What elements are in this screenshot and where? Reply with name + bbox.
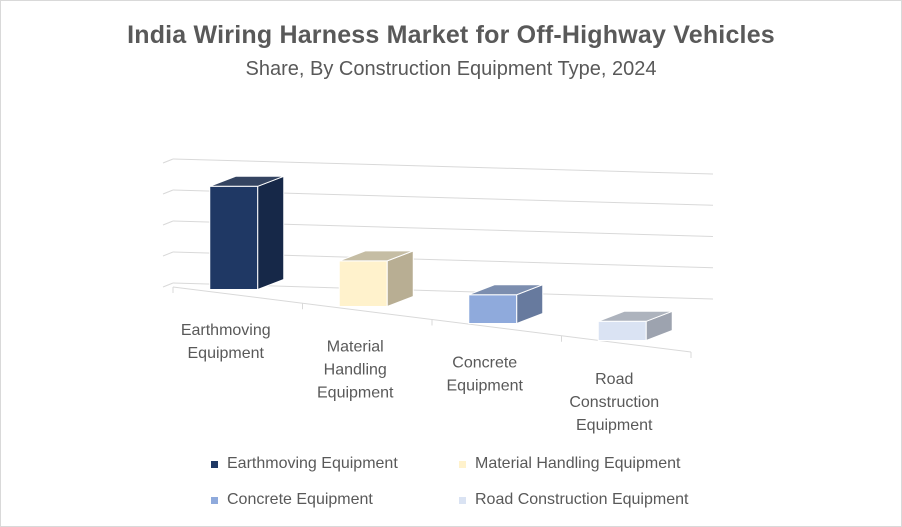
legend-item: Road Construction Equipment bbox=[459, 491, 688, 509]
legend-item: Material Handling Equipment bbox=[459, 455, 680, 473]
bar-front bbox=[209, 185, 259, 290]
chart-subtitle: Share, By Construction Equipment Type, 2… bbox=[245, 58, 657, 80]
legend-swatch bbox=[459, 460, 466, 468]
legend-label: Concrete Equipment bbox=[227, 491, 373, 508]
bar-side bbox=[257, 175, 285, 291]
bar-front bbox=[468, 294, 518, 324]
bar-top bbox=[598, 310, 673, 322]
legend-swatch bbox=[211, 496, 218, 504]
x-tick-label: Equipment bbox=[576, 417, 653, 434]
chart-title: India Wiring Harness Market for Off-High… bbox=[127, 21, 775, 49]
gridline-side bbox=[162, 158, 174, 164]
x-tick-label: Concrete bbox=[452, 355, 517, 372]
legend-label: Material Handling Equipment bbox=[475, 455, 681, 472]
gridline-side bbox=[162, 220, 174, 226]
x-tick-label: Earthmoving bbox=[181, 322, 271, 339]
legend: Earthmoving Equipment Material Handling E… bbox=[1, 449, 901, 519]
gridline-side bbox=[162, 189, 174, 195]
gridline-side bbox=[162, 251, 174, 257]
legend-swatch bbox=[211, 460, 218, 468]
bar-front bbox=[338, 260, 388, 307]
gridline-side bbox=[162, 282, 174, 288]
x-tick-label: Handling bbox=[324, 361, 387, 378]
bar-top bbox=[209, 175, 284, 187]
x-tick-label: Construction bbox=[569, 394, 659, 411]
bar-front bbox=[597, 320, 647, 341]
x-tick-label: Equipment bbox=[447, 378, 524, 395]
x-tick-label: Material bbox=[327, 338, 384, 355]
bar-top bbox=[339, 250, 414, 262]
legend-label: Earthmoving Equipment bbox=[227, 455, 398, 472]
plot-area: Earthmoving Equipment Material Handling Equi… bbox=[162, 158, 714, 434]
x-tick-label: Equipment bbox=[317, 384, 394, 401]
x-tick-label: Equipment bbox=[188, 345, 265, 362]
bar-top bbox=[468, 284, 543, 296]
legend-swatch bbox=[459, 496, 466, 504]
gridline bbox=[172, 158, 714, 175]
legend-item: Earthmoving Equipment bbox=[211, 455, 398, 473]
legend-item: Concrete Equipment bbox=[211, 491, 373, 509]
legend-label: Road Construction Equipment bbox=[475, 491, 689, 508]
x-tick-label: Road bbox=[595, 371, 633, 388]
